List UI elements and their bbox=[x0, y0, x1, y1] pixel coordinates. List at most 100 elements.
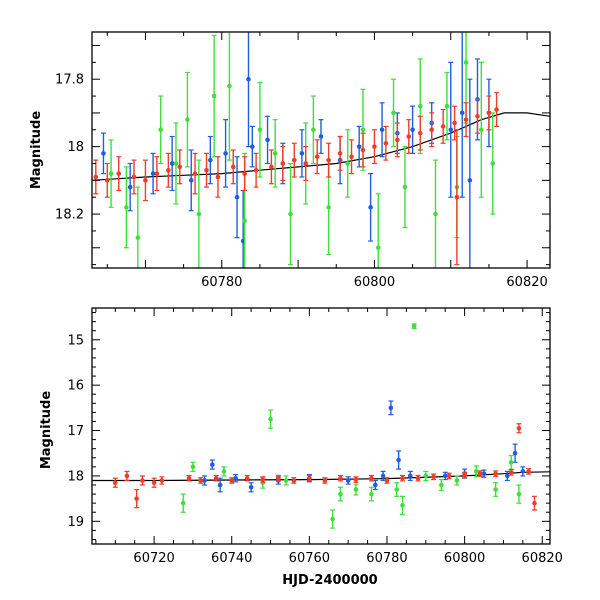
data-point bbox=[314, 139, 320, 175]
data-point bbox=[139, 475, 145, 486]
data-point bbox=[188, 149, 194, 212]
top-panel-axes: 60780 60800 60820 17.8 18 18.2 bbox=[55, 32, 550, 290]
data-point bbox=[407, 470, 413, 482]
data-point bbox=[459, 32, 465, 198]
data-point bbox=[158, 95, 164, 165]
data-point bbox=[151, 477, 157, 488]
data-point bbox=[159, 476, 165, 485]
series-2 bbox=[112, 423, 537, 511]
data-point bbox=[248, 482, 254, 493]
data-point bbox=[454, 129, 460, 266]
series-2 bbox=[93, 92, 500, 266]
top-panel-frame bbox=[91, 31, 551, 269]
data-point bbox=[438, 478, 444, 492]
data-point bbox=[431, 473, 437, 481]
data-point bbox=[400, 474, 406, 482]
data-point bbox=[326, 142, 332, 178]
data-point bbox=[244, 474, 250, 482]
top-panel-y-axis-title: Magnitude bbox=[29, 111, 44, 190]
data-point bbox=[275, 474, 281, 482]
data-point bbox=[477, 470, 483, 477]
data-point bbox=[318, 119, 324, 154]
x-tick-label: 60820 bbox=[522, 551, 563, 566]
data-point bbox=[394, 482, 400, 497]
data-point bbox=[380, 470, 386, 482]
data-point bbox=[493, 470, 499, 477]
data-point bbox=[123, 166, 129, 249]
series-1 bbox=[180, 323, 522, 529]
data-point bbox=[410, 105, 416, 154]
data-point bbox=[526, 468, 532, 475]
data-point bbox=[446, 472, 452, 480]
data-point bbox=[186, 474, 192, 482]
bottom-panel-x-axis-title: HJD-2400000 bbox=[282, 573, 377, 588]
data-point bbox=[423, 470, 429, 482]
x-tick-label: 60800 bbox=[354, 275, 395, 290]
data-point bbox=[371, 129, 377, 165]
data-point bbox=[396, 450, 402, 470]
data-point bbox=[473, 465, 479, 478]
data-point bbox=[245, 32, 251, 148]
x-tick-label: 60820 bbox=[506, 275, 547, 290]
data-point bbox=[249, 125, 255, 168]
y-tick-label: 16 bbox=[67, 379, 84, 394]
y-tick-label: 18 bbox=[67, 140, 84, 155]
data-point bbox=[415, 474, 421, 482]
top-panel: 60780 60800 60820 17.8 18 18.2 Magnitude bbox=[29, 31, 551, 290]
data-point bbox=[360, 132, 366, 168]
data-point bbox=[467, 78, 473, 268]
data-point bbox=[337, 135, 343, 171]
data-point bbox=[196, 159, 202, 268]
data-point bbox=[127, 162, 133, 212]
y-tick-label: 19 bbox=[67, 515, 84, 530]
data-point bbox=[116, 156, 122, 192]
data-point bbox=[478, 61, 484, 198]
data-point bbox=[345, 129, 351, 198]
data-point bbox=[202, 475, 208, 486]
x-tick-label: 60720 bbox=[133, 551, 174, 566]
data-point bbox=[462, 471, 468, 479]
data-point bbox=[280, 146, 286, 181]
data-point bbox=[108, 139, 114, 208]
bottom-panel-axes: 60720 60740 60760 60780 60800 60820 15 16 17 18 19 bbox=[67, 308, 563, 566]
data-point bbox=[124, 470, 130, 482]
x-tick-label: 60760 bbox=[289, 551, 330, 566]
data-point bbox=[268, 149, 274, 185]
data-point bbox=[310, 95, 316, 165]
x-tick-label: 60800 bbox=[444, 551, 485, 566]
data-point bbox=[391, 78, 397, 148]
data-point bbox=[173, 122, 179, 205]
data-point bbox=[177, 149, 183, 185]
data-point bbox=[257, 81, 263, 178]
top-panel-data bbox=[92, 32, 550, 268]
data-point bbox=[135, 186, 141, 268]
data-point bbox=[165, 152, 171, 188]
data-point bbox=[169, 135, 175, 192]
data-point bbox=[520, 466, 526, 477]
data-point bbox=[368, 486, 374, 502]
data-point bbox=[221, 466, 227, 477]
data-point bbox=[400, 495, 406, 516]
data-point bbox=[454, 475, 460, 486]
data-point bbox=[93, 159, 99, 195]
data-point bbox=[272, 119, 278, 188]
data-point bbox=[429, 112, 435, 148]
bottom-panel-y-axis-title: Magnitude bbox=[39, 391, 54, 470]
y-tick-label: 17.8 bbox=[55, 73, 84, 88]
data-point bbox=[388, 400, 394, 416]
y-tick-label: 18.2 bbox=[55, 208, 84, 223]
data-point bbox=[516, 423, 522, 434]
data-point bbox=[384, 477, 390, 484]
data-point bbox=[337, 474, 343, 482]
data-point bbox=[287, 162, 293, 266]
data-point bbox=[493, 482, 499, 497]
data-point bbox=[452, 105, 458, 141]
data-point bbox=[213, 474, 219, 482]
data-point bbox=[411, 323, 417, 330]
data-point bbox=[230, 149, 236, 185]
data-point bbox=[322, 477, 328, 484]
x-tick-label: 60780 bbox=[201, 275, 242, 290]
data-point bbox=[379, 102, 385, 158]
data-point bbox=[303, 146, 309, 181]
